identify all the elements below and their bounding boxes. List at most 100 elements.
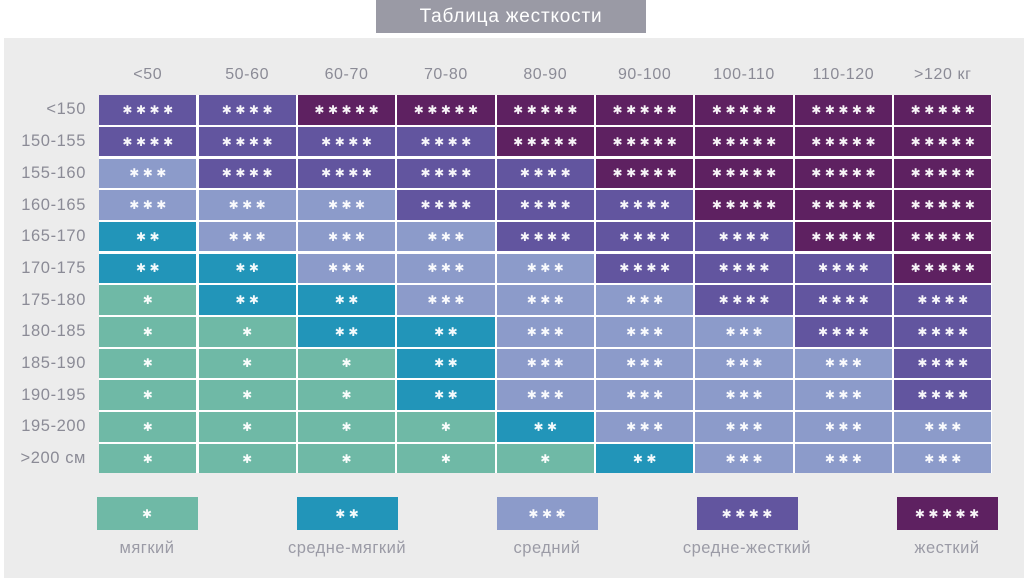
firmness-cell: ✱✱✱✱✱	[894, 158, 992, 189]
firmness-cell: ✱	[198, 380, 296, 410]
firmness-cell: ✱✱✱	[397, 253, 495, 284]
firmness-cell: ✱✱✱✱✱	[794, 95, 892, 125]
row-label-height: 180-185	[21, 322, 86, 341]
firmness-cell: ✱✱✱✱	[596, 190, 694, 220]
firmness-cell: ✱✱✱	[695, 443, 793, 474]
firmness-cell: ✱✱✱✱✱	[496, 95, 594, 125]
firmness-cell: ✱	[99, 348, 197, 379]
firmness-cell: ✱✱✱✱✱	[894, 221, 992, 252]
legend-swatch: ✱	[96, 497, 198, 530]
firmness-cell: ✱✱✱✱	[794, 285, 892, 315]
firmness-cell: ✱	[198, 412, 296, 442]
firmness-cell: ✱	[198, 443, 296, 474]
firmness-cell: ✱✱✱	[297, 253, 396, 284]
row-label-height: 185-190	[21, 353, 86, 372]
firmness-cell: ✱	[297, 380, 396, 410]
row-label-height: 170-175	[21, 258, 86, 277]
table-corner	[4, 57, 97, 93]
row-label-height: 160-165	[21, 195, 86, 214]
legend-item: ✱✱✱✱✱ жесткий	[847, 497, 1024, 558]
firmness-cell: ✱✱✱✱✱	[695, 190, 793, 220]
firmness-cell: ✱✱	[198, 253, 296, 284]
firmness-cell: ✱✱✱	[794, 348, 892, 379]
firmness-cell: ✱✱	[496, 412, 594, 442]
row-label-height: >200 см	[20, 449, 86, 467]
firmness-cell: ✱✱✱✱✱	[695, 126, 793, 157]
firmness-cell: ✱✱✱	[695, 380, 793, 410]
firmness-cell: ✱	[397, 412, 495, 442]
col-header-weight: 90-100	[617, 66, 672, 83]
firmness-cell: ✱✱✱	[297, 221, 396, 252]
firmness-cell: ✱✱✱	[596, 317, 694, 347]
firmness-cell: ✱	[99, 380, 197, 410]
row-label-height: 150-155	[21, 132, 86, 151]
firmness-cell: ✱✱✱	[596, 348, 694, 379]
firmness-cell: ✱✱✱	[99, 190, 197, 220]
firmness-cell: ✱✱✱✱✱	[894, 190, 992, 220]
firmness-cell: ✱✱✱	[596, 380, 694, 410]
firmness-cell: ✱✱✱✱✱	[894, 126, 992, 157]
firmness-cell: ✱✱	[99, 253, 197, 284]
firmness-cell: ✱✱✱	[695, 348, 793, 379]
firmness-cell: ✱✱✱✱	[397, 158, 495, 189]
col-header-weight: 60-70	[324, 66, 369, 83]
firmness-cell: ✱✱✱✱	[198, 126, 296, 157]
firmness-grid: <50 50-60 60-70 70-80 80-90 90-100 100-110 110-…	[4, 57, 992, 474]
legend-label: средний	[513, 539, 581, 557]
firmness-cell: ✱✱✱✱	[99, 95, 197, 125]
col-header-weight: 80-90	[523, 66, 568, 83]
firmness-cell: ✱✱✱	[198, 221, 296, 252]
col-header-weight: >120 кг	[914, 66, 972, 83]
firmness-cell: ✱✱✱✱	[794, 253, 892, 284]
firmness-cell: ✱✱✱	[496, 253, 594, 284]
legend-item: ✱✱✱✱ средне-жесткий	[647, 497, 847, 558]
firmness-cell: ✱✱	[297, 317, 396, 347]
firmness-cell: ✱✱✱✱	[596, 253, 694, 284]
firmness-cell: ✱✱✱✱✱	[596, 95, 694, 125]
firmness-cell: ✱✱	[397, 348, 495, 379]
col-header-weight: 110-120	[812, 66, 875, 83]
firmness-cell: ✱✱✱✱	[397, 126, 495, 157]
firmness-cell: ✱✱✱✱	[99, 126, 197, 157]
firmness-cell: ✱✱✱✱	[695, 253, 793, 284]
firmness-cell: ✱	[297, 443, 396, 474]
firmness-cell: ✱✱✱✱✱	[794, 221, 892, 252]
firmness-cell: ✱✱✱✱	[695, 221, 793, 252]
firmness-cell: ✱	[99, 285, 197, 315]
firmness-cell: ✱	[297, 348, 396, 379]
firmness-cell: ✱✱✱	[397, 285, 495, 315]
firmness-cell: ✱✱✱✱✱	[297, 95, 396, 125]
legend-swatch: ✱✱✱✱✱	[896, 497, 998, 530]
legend-label: средне-жесткий	[682, 539, 812, 557]
firmness-cell: ✱✱✱	[297, 190, 396, 220]
firmness-cell: ✱✱✱✱	[496, 221, 594, 252]
firmness-cell: ✱✱✱✱	[894, 285, 992, 315]
firmness-cell: ✱	[99, 412, 197, 442]
firmness-cell: ✱✱✱✱	[894, 380, 992, 410]
firmness-cell: ✱✱✱✱✱	[596, 126, 694, 157]
firmness-cell: ✱✱✱	[496, 317, 594, 347]
firmness-cell: ✱✱	[297, 285, 396, 315]
firmness-cell: ✱✱	[397, 380, 495, 410]
legend-item: ✱✱ средне-мягкий	[247, 497, 447, 558]
firmness-cell: ✱	[99, 443, 197, 474]
firmness-cell: ✱✱✱	[596, 412, 694, 442]
firmness-cell: ✱	[198, 348, 296, 379]
firmness-cell: ✱✱	[397, 317, 495, 347]
firmness-cell: ✱✱✱	[894, 412, 992, 442]
legend-swatch: ✱✱✱	[496, 497, 598, 530]
table-panel: <50 50-60 60-70 70-80 80-90 90-100 100-110 110-…	[4, 38, 1024, 578]
row-label-height: 155-160	[21, 163, 86, 182]
firmness-cell: ✱✱✱✱	[397, 190, 495, 220]
legend: ✱ мягкий ✱✱ средне-мягкий ✱✱✱ средний ✱✱✱✱ сред…	[47, 497, 1024, 558]
firmness-cell: ✱✱✱✱	[695, 285, 793, 315]
col-header-weight: 70-80	[423, 66, 468, 83]
firmness-cell: ✱✱✱	[794, 380, 892, 410]
row-label-height: <150	[46, 100, 86, 119]
firmness-cell: ✱✱✱✱	[794, 317, 892, 347]
firmness-cell: ✱✱✱✱✱	[794, 126, 892, 157]
firmness-cell: ✱✱✱✱	[198, 95, 296, 125]
firmness-cell: ✱✱✱✱✱	[894, 95, 992, 125]
row-label-height: 165-170	[21, 227, 86, 246]
